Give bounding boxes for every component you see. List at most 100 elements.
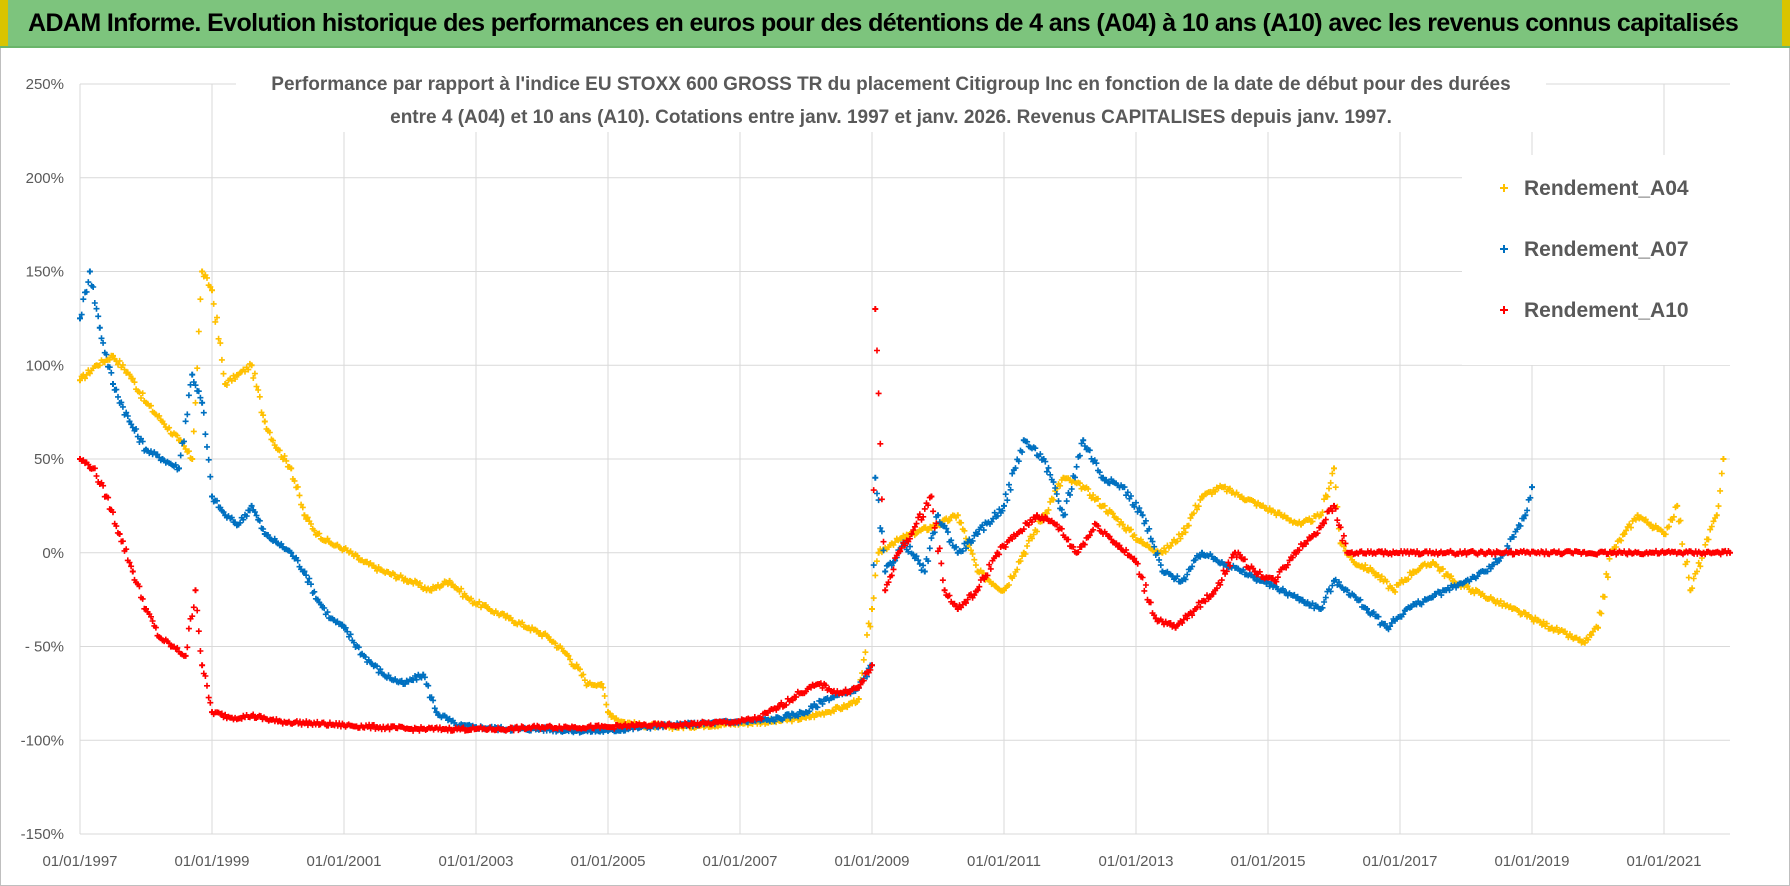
data-point-run: [1081, 484, 1105, 510]
data-point-run: [996, 531, 1019, 558]
data-point: [1344, 587, 1351, 594]
y-tick-label: 100%: [26, 357, 64, 374]
data-point: [1529, 484, 1535, 491]
data-point-run: [210, 300, 227, 377]
data-point-run: [184, 604, 197, 651]
data-point-run: [190, 379, 204, 401]
data-point-run: [1240, 496, 1263, 509]
data-point: [1053, 521, 1060, 528]
data-point-run: [408, 724, 445, 734]
data-point: [1364, 606, 1370, 612]
data-point: [1080, 437, 1087, 444]
data-point-run: [1279, 512, 1303, 527]
data-point: [1647, 521, 1654, 528]
data-point-run: [1220, 483, 1243, 500]
data-point-run: [910, 494, 933, 533]
x-tick-label: 01/01/2009: [834, 853, 909, 870]
data-point-run: [78, 279, 92, 318]
data-point-run: [804, 696, 828, 716]
data-point: [209, 287, 215, 294]
data-point-run: [161, 421, 181, 439]
data-point: [941, 587, 948, 594]
data-point-run: [1174, 608, 1197, 629]
data-point-run: [1332, 484, 1342, 532]
data-point-run: [200, 409, 214, 480]
data-point-run: [1134, 560, 1158, 619]
data-point-run: [237, 360, 253, 376]
data-point-run: [1372, 572, 1395, 592]
data-point: [189, 456, 196, 462]
data-point: [1113, 540, 1120, 547]
data-point: [1119, 521, 1126, 528]
data-point-run: [1154, 616, 1177, 630]
data-point: [928, 493, 935, 500]
series-Rendement_A10: [77, 306, 1733, 734]
data-point-run: [837, 684, 861, 697]
data-point-run: [448, 581, 471, 601]
data-point: [882, 587, 889, 594]
data-point: [182, 652, 189, 659]
data-point-run: [1583, 623, 1600, 643]
data-point-run: [1345, 548, 1389, 558]
y-tick-label: 200%: [26, 170, 64, 187]
legend-marker: [1500, 245, 1508, 253]
data-point: [869, 662, 875, 669]
data-point-run: [88, 282, 102, 320]
data-point-run: [527, 624, 550, 640]
data-point-run: [435, 712, 458, 726]
data-point-run: [1121, 484, 1144, 516]
data-point: [1522, 512, 1529, 519]
data-point: [1317, 512, 1324, 519]
data-point-run: [263, 426, 280, 452]
data-point: [301, 512, 308, 519]
data-point-run: [1194, 590, 1217, 611]
data-point-run: [771, 708, 808, 725]
data-point-run: [507, 722, 544, 734]
data-point-run: [890, 531, 913, 548]
x-tick-label: 01/01/1997: [42, 853, 117, 870]
data-point-run: [778, 688, 801, 710]
data-point: [1581, 639, 1588, 646]
data-point: [1727, 549, 1733, 556]
data-point-run: [408, 577, 432, 594]
data-point-run: [421, 674, 438, 712]
data-point: [1179, 531, 1186, 537]
data-point-run: [956, 529, 979, 555]
data-point: [1720, 456, 1727, 462]
x-tick-label: 01/01/2001: [306, 853, 381, 870]
data-point-run: [870, 558, 880, 602]
banner-corner-right: [1782, 0, 1790, 46]
data-point-run: [1101, 502, 1125, 528]
data-point-run: [230, 712, 253, 723]
data-point-run: [144, 400, 164, 424]
data-point-run: [276, 540, 293, 554]
data-point: [189, 371, 196, 378]
data-point-run: [1075, 520, 1098, 556]
data-point: [1595, 624, 1601, 631]
data-point-run: [1015, 514, 1039, 536]
data-point-run: [817, 680, 841, 697]
data-point-run: [250, 370, 267, 419]
x-tick-label: 01/01/2011: [967, 853, 1041, 870]
report-banner: ADAM Informe. Evolution historique des p…: [0, 0, 1790, 48]
data-point: [301, 568, 308, 575]
data-point: [1001, 502, 1007, 509]
chart-title-line-2: entre 4 (A04) et 10 ans (A10). Cotations…: [390, 107, 1392, 128]
data-point-run: [943, 592, 960, 610]
data-point-run: [382, 568, 412, 586]
data-point: [974, 587, 981, 594]
data-point: [209, 493, 215, 500]
data-point-run: [844, 697, 861, 711]
data-point-run: [1385, 607, 1408, 633]
data-point-run: [276, 717, 313, 729]
data-point: [954, 606, 961, 612]
data-point-run: [342, 545, 366, 564]
data-point-run: [1471, 586, 1494, 602]
data-point-run: [956, 519, 979, 569]
data-point-run: [210, 709, 234, 722]
data-point-run: [131, 576, 148, 612]
data-point-run: [105, 494, 121, 536]
legend-background: [1462, 155, 1730, 365]
data-point: [872, 474, 879, 481]
